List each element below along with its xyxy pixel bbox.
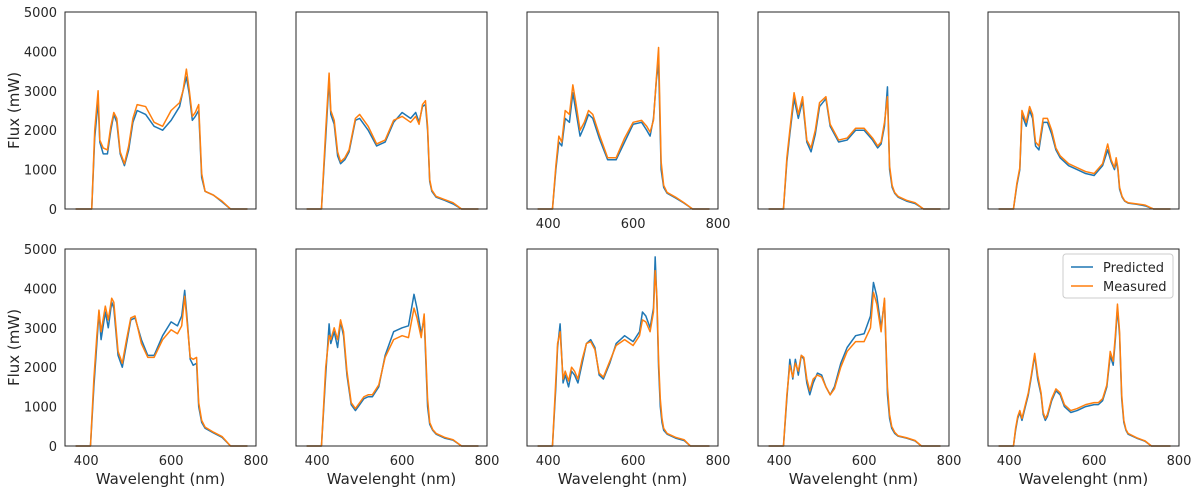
series-line-measured bbox=[306, 72, 479, 210]
x-tick-label: 800 bbox=[706, 217, 731, 232]
y-tick-label: 2000 bbox=[24, 124, 57, 139]
y-tick-label: 1000 bbox=[24, 401, 57, 416]
x-tick-label: 400 bbox=[74, 454, 99, 469]
panel-bottom-5: 400 600 800 Wavelenght (nm) Predicted Measure… bbox=[987, 248, 1192, 488]
axes-frame bbox=[64, 11, 257, 210]
x-tick-label: 800 bbox=[1167, 454, 1192, 469]
axes-frame bbox=[526, 248, 719, 447]
y-tick-label: 5000 bbox=[24, 243, 57, 258]
axes-frame bbox=[987, 11, 1180, 210]
x-axis-label: Wavelenght (nm) bbox=[789, 470, 919, 488]
y-axis-label: Flux (mW) bbox=[5, 309, 23, 386]
series-line-measured bbox=[998, 303, 1171, 447]
x-tick-label: 400 bbox=[305, 454, 330, 469]
series-line-measured bbox=[75, 295, 248, 447]
x-tick-label: 600 bbox=[621, 454, 646, 469]
x-axis-label: Wavelenght (nm) bbox=[1019, 470, 1149, 488]
y-tick-label: 4000 bbox=[24, 282, 57, 297]
panel-top-2 bbox=[295, 11, 488, 210]
x-tick-label: 800 bbox=[244, 454, 269, 469]
x-tick-label: 600 bbox=[159, 454, 184, 469]
series-line-measured bbox=[537, 269, 710, 447]
y-tick-label: 3000 bbox=[24, 322, 57, 337]
x-tick-label: 600 bbox=[390, 454, 415, 469]
panel-bottom-1: 0 1000 2000 3000 4000 5000 400 600 800 Flux (mW) W… bbox=[5, 243, 268, 488]
y-tick-label: 5000 bbox=[24, 6, 57, 21]
panel-top-5 bbox=[987, 11, 1180, 210]
y-tick-label: 1000 bbox=[24, 164, 57, 179]
y-tick-label: 3000 bbox=[24, 85, 57, 100]
y-tick-label: 0 bbox=[49, 440, 57, 455]
legend-box bbox=[1062, 253, 1174, 299]
x-tick-label: 600 bbox=[1082, 454, 1107, 469]
x-axis-label: Wavelenght (nm) bbox=[327, 470, 457, 488]
x-tick-label: 800 bbox=[706, 454, 731, 469]
y-axis-label: Flux (mW) bbox=[5, 72, 23, 149]
axes-frame bbox=[295, 11, 488, 210]
x-tick-label: 600 bbox=[852, 454, 877, 469]
x-tick-label: 400 bbox=[997, 454, 1022, 469]
series-line-predicted bbox=[998, 307, 1171, 447]
axes-frame bbox=[987, 248, 1180, 447]
series-line-predicted bbox=[306, 293, 479, 447]
axes-frame bbox=[64, 248, 257, 447]
series-line-measured bbox=[537, 46, 710, 210]
panel-bottom-4: 400 600 800 Wavelenght (nm) bbox=[757, 248, 962, 488]
axes-frame bbox=[757, 11, 950, 210]
panel-top-1: 0 1000 2000 3000 4000 5000 Flux (mW) bbox=[5, 6, 257, 218]
series-line-predicted bbox=[537, 62, 710, 210]
panel-top-3: 400 600 800 bbox=[526, 11, 731, 232]
axes-frame bbox=[757, 248, 950, 447]
series-line-measured bbox=[768, 92, 941, 210]
series-line-measured bbox=[768, 291, 941, 447]
x-tick-label: 600 bbox=[621, 217, 646, 232]
series-line-predicted bbox=[537, 256, 710, 447]
panel-bottom-2: 400 600 800 Wavelenght (nm) bbox=[295, 248, 500, 488]
legend-label-predicted: Predicted bbox=[1103, 261, 1164, 276]
axes-frame bbox=[295, 248, 488, 447]
series-line-measured bbox=[306, 307, 479, 447]
x-tick-label: 800 bbox=[475, 454, 500, 469]
x-axis-label: Wavelenght (nm) bbox=[96, 470, 226, 488]
series-line-predicted bbox=[768, 281, 941, 447]
series-line-predicted bbox=[768, 86, 941, 210]
y-tick-label: 4000 bbox=[24, 45, 57, 60]
y-tick-label: 0 bbox=[49, 203, 57, 218]
series-line-measured bbox=[998, 105, 1171, 210]
axes-frame bbox=[526, 11, 719, 210]
x-tick-label: 400 bbox=[536, 454, 561, 469]
panel-top-4 bbox=[757, 11, 950, 210]
x-tick-label: 400 bbox=[536, 217, 561, 232]
legend-label-measured: Measured bbox=[1103, 280, 1167, 295]
x-tick-label: 800 bbox=[937, 454, 962, 469]
series-line-measured bbox=[75, 68, 248, 210]
series-line-predicted bbox=[75, 289, 248, 447]
x-axis-label: Wavelenght (nm) bbox=[558, 470, 688, 488]
legend: Predicted Measured bbox=[1062, 253, 1174, 299]
series-line-predicted bbox=[998, 109, 1171, 210]
y-tick-label: 2000 bbox=[24, 361, 57, 376]
panel-bottom-3: 400 600 800 Wavelenght (nm) bbox=[526, 248, 731, 488]
x-tick-label: 400 bbox=[767, 454, 792, 469]
series-line-predicted bbox=[306, 78, 479, 210]
